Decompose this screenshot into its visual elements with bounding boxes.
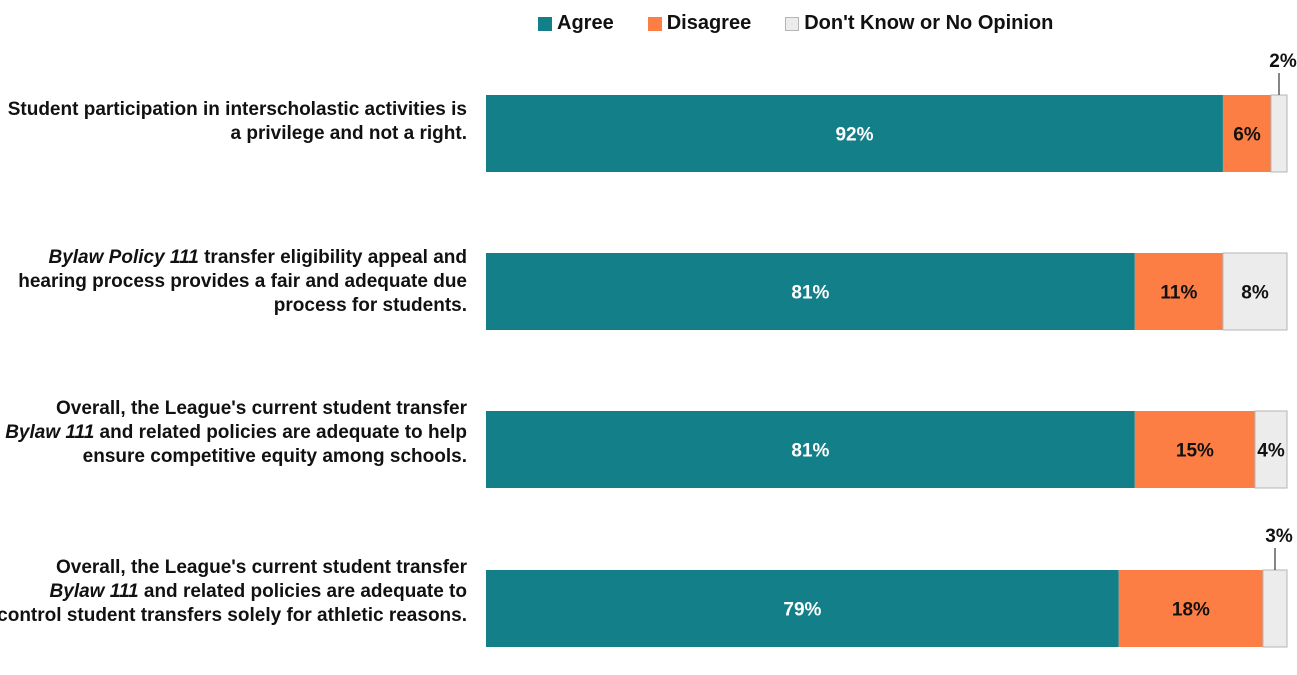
legend-label-agree: Agree	[557, 12, 614, 34]
bar-segment-dont-know	[1222, 252, 1288, 331]
legend-label-dont-know: Don't Know or No Opinion	[804, 12, 1054, 34]
bar-segment-disagree	[1222, 95, 1271, 172]
data-label-agree: 92%	[835, 125, 873, 146]
legend: Agree Disagree Don't Know or No Opinion	[538, 12, 1087, 35]
bar-segment-agree	[486, 95, 1223, 172]
data-label-disagree: 15%	[1176, 441, 1214, 462]
data-label-agree: 81%	[791, 441, 829, 462]
bar-segment-agree	[486, 253, 1135, 330]
data-label-dont-know: 3%	[1265, 526, 1293, 547]
category-label: Overall, the League's current student tr…	[0, 557, 467, 626]
category-label: Student participation in interscholastic…	[7, 99, 467, 144]
legend-swatch-disagree	[647, 16, 662, 31]
data-label-agree: 81%	[791, 283, 829, 304]
data-label-dont-know: 8%	[1241, 283, 1269, 304]
bar-segment-disagree	[1134, 411, 1255, 488]
legend-swatch-agree	[538, 16, 552, 31]
data-label-agree: 79%	[783, 600, 821, 621]
data-label-disagree: 11%	[1160, 283, 1197, 304]
legend-item-disagree: Disagree	[647, 12, 752, 35]
category-label: Bylaw Policy 111 transfer eligibility ap…	[18, 247, 467, 316]
legend-label-disagree: Disagree	[666, 12, 752, 34]
data-label-dont-know: 2%	[1269, 51, 1297, 72]
bar-segment-disagree	[1134, 253, 1223, 330]
bar-segment-agree	[486, 411, 1135, 488]
bar-segment-dont-know	[1262, 569, 1288, 648]
data-label-dont-know: 4%	[1257, 441, 1285, 462]
bar-segment-agree	[486, 570, 1119, 647]
data-label-disagree: 18%	[1172, 600, 1210, 621]
bar-segment-disagree	[1118, 570, 1263, 647]
bar-segment-dont-know	[1254, 410, 1288, 489]
legend-swatch-dont-know	[785, 16, 800, 31]
bar-segment-dont-know	[1270, 94, 1288, 173]
data-label-disagree: 6%	[1233, 125, 1261, 146]
category-label: Overall, the League's current student tr…	[5, 398, 467, 467]
legend-item-dont-know: Don't Know or No Opinion	[785, 12, 1053, 35]
legend-item-agree: Agree	[538, 12, 614, 35]
